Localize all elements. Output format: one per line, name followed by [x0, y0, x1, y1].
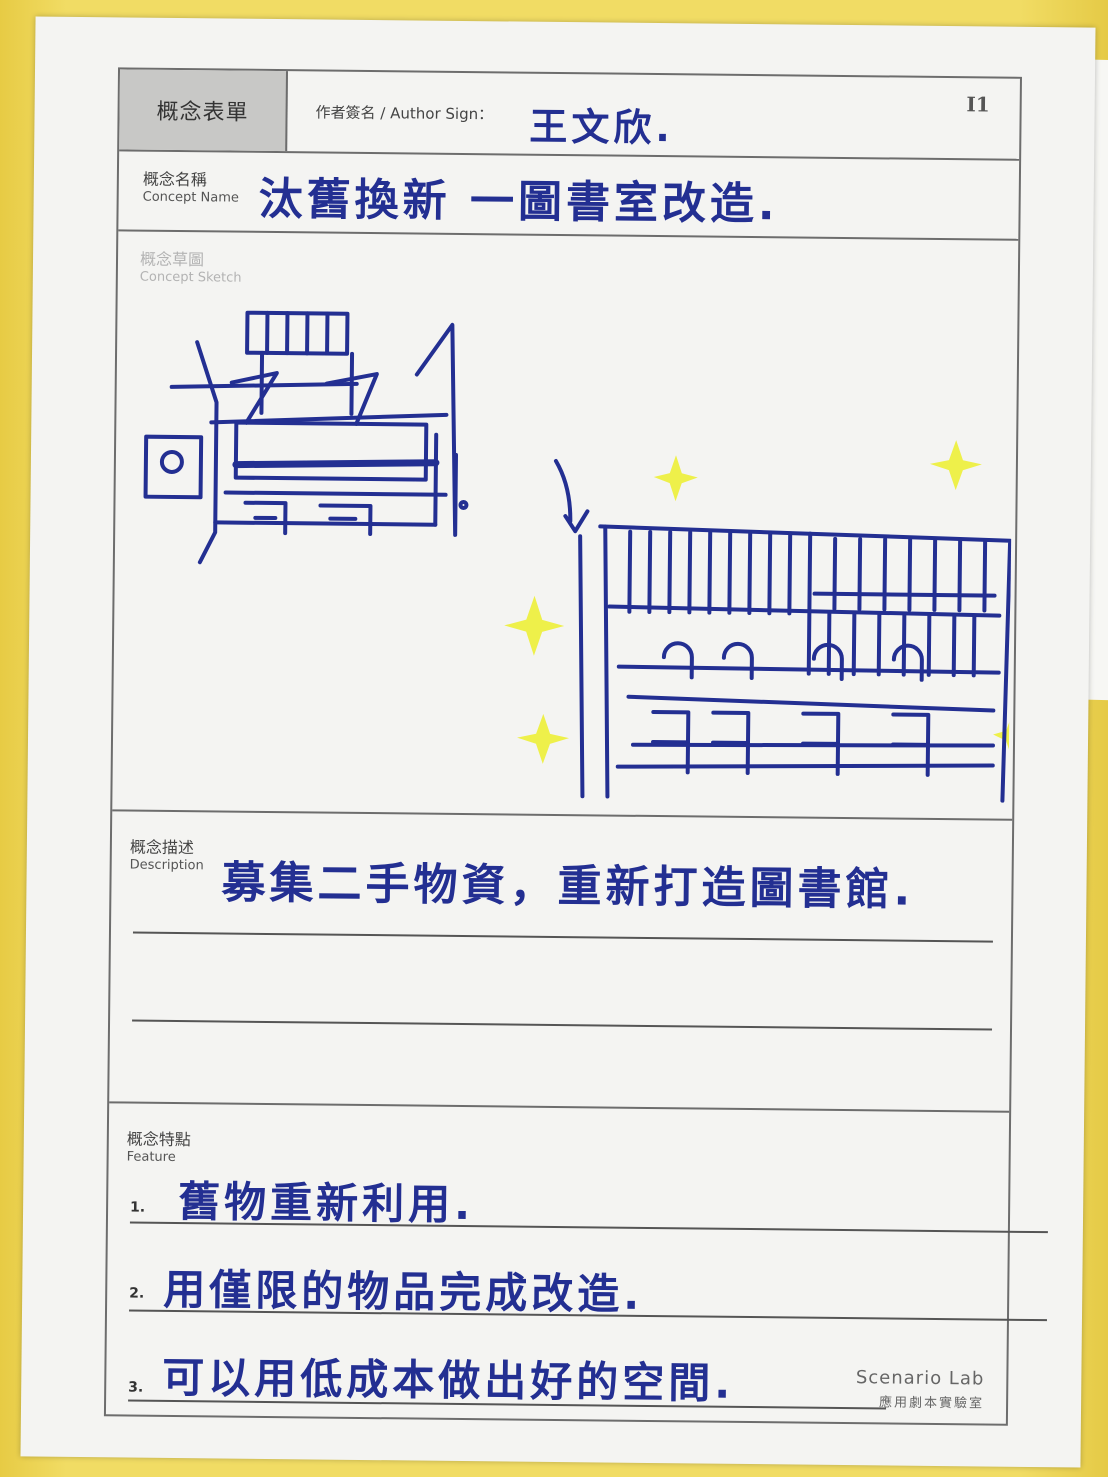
feature-item-2-number: 2. [129, 1285, 145, 1302]
new-library-sketch [553, 458, 1013, 803]
concept-name-row: 概念名稱 Concept Name 汰舊換新 一圖書室改造. [118, 151, 1020, 241]
brand-name: Scenario Lab [855, 1367, 985, 1390]
concept-name-label-en: Concept Name [142, 189, 240, 206]
concept-form-sheet: 概念表單 作者簽名 / Author Sign： 王文欣. I1 概念名稱 Co… [20, 16, 1096, 1468]
concept-sketch-drawing [143, 310, 1015, 803]
feature-row: 概念特點 Feature 1. 舊物重新利用. 2. 用僅限的物品完成改造. 3… [106, 1103, 1048, 1421]
old-room-sketch [143, 310, 469, 565]
description-value: 募集二手物資，重新打造圖書館. [221, 857, 915, 916]
description-label-en: Description [129, 857, 204, 874]
form-id: I1 [966, 92, 990, 117]
form-frame: 概念表單 作者簽名 / Author Sign： 王文欣. I1 概念名稱 Co… [103, 67, 1048, 1426]
brand-name-zh: 應用劇本實驗室 [879, 1395, 985, 1412]
author-signature: 王文欣. [529, 104, 675, 151]
feature-label-en: Feature [126, 1149, 176, 1166]
feature-item-3-number: 3. [128, 1379, 144, 1396]
author-sign-label: 作者簽名 / Author Sign： [315, 103, 494, 124]
form-title: 概念表單 [119, 69, 289, 152]
feature-item-1-number: 1. [130, 1199, 146, 1216]
description-label: 概念描述 [129, 837, 194, 858]
feature-label: 概念特點 [126, 1129, 191, 1150]
header-row: 概念表單 作者簽名 / Author Sign： 王文欣. I1 [119, 69, 1020, 161]
concept-sketch-row: 概念草圖 Concept Sketch [112, 231, 1019, 821]
description-row: 概念描述 Description 募集二手物資，重新打造圖書館. [109, 811, 1013, 1113]
description-line-2 [132, 1019, 993, 1031]
concept-name-value: 汰舊換新 一圖書室改造. [258, 173, 779, 231]
description-line-1 [132, 931, 993, 943]
concept-name-label: 概念名稱 [142, 169, 207, 190]
